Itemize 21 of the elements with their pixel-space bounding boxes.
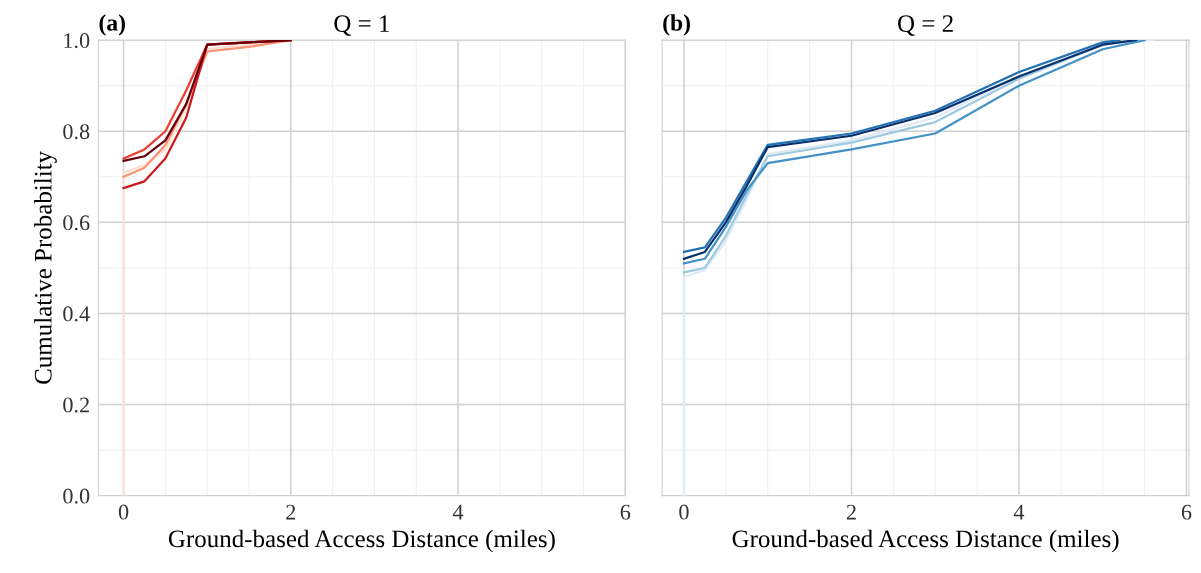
chart-title: Q = 1 — [334, 15, 389, 36]
y-tick-label: 0.6 — [63, 215, 90, 231]
x-tick-label: 0 — [118, 504, 129, 520]
x-tick-label: 2 — [286, 504, 296, 520]
y-tick-label: 0.4 — [63, 306, 90, 322]
y-axis-title: Cumulative Probability — [34, 150, 57, 384]
text: (b) — [663, 14, 690, 36]
y-tick-label: 0.8 — [63, 124, 90, 140]
y-tick-label: 0.2 — [63, 397, 89, 413]
y-tick-label: 0.0 — [63, 488, 90, 504]
x-tick-label: 2 — [846, 504, 856, 520]
x-tick-label: 6 — [620, 504, 631, 520]
x-axis-title: Ground-based Access Distance (miles) — [168, 529, 555, 553]
x-axis-title: Ground-based Access Distance (miles) — [732, 529, 1119, 553]
x-tick-label: 4 — [1013, 504, 1025, 520]
text: (a) — [99, 14, 125, 36]
x-tick-label: 4 — [452, 504, 464, 520]
chart-title: Q = 2 — [898, 15, 953, 36]
x-tick-label: 6 — [1181, 504, 1192, 520]
y-tick-label: 1.0 — [64, 33, 90, 49]
x-tick-label: 0 — [679, 504, 689, 520]
